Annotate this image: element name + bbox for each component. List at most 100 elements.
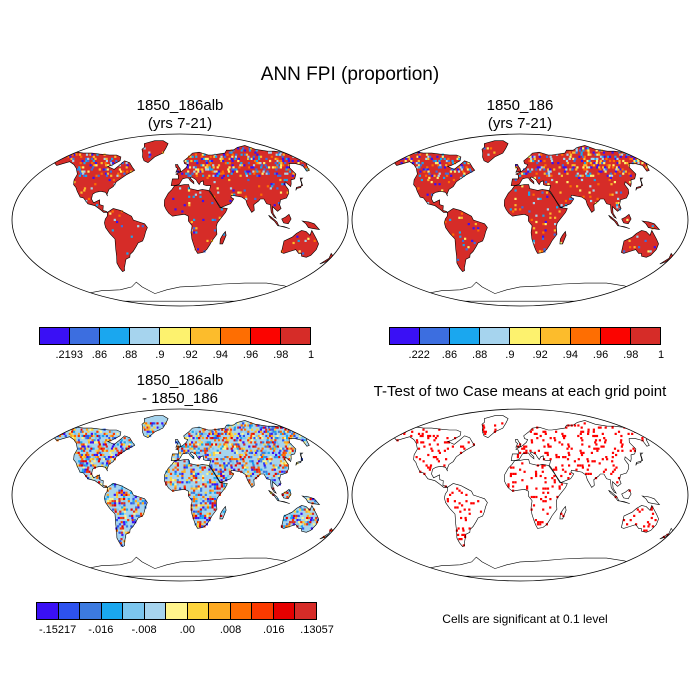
map2-land-antarctica <box>409 282 632 302</box>
colorbar-3-swatch <box>230 603 253 619</box>
map1-coastline-madagascar <box>219 230 227 245</box>
significance-note: Cells are significant at 0.1 level <box>442 612 608 626</box>
map4-land-madagascar <box>559 506 567 519</box>
panel-3-title: 1850_186alb - 1850_186 <box>40 372 320 408</box>
map1-coastline-newGuinea <box>301 220 321 231</box>
map4-coastline-britain <box>515 439 522 448</box>
map4-land-southAmerica <box>444 483 488 547</box>
map3-coastline-southAmerica <box>104 483 148 547</box>
map4-grid-cells <box>396 422 669 547</box>
colorbar-3-tick-label: .00 <box>179 624 195 636</box>
map3-coastline-newGuinea <box>301 495 321 506</box>
map4-map-border <box>351 408 689 582</box>
colorbar-1-swatch <box>160 328 191 344</box>
colorbar-3-swatch <box>166 603 188 619</box>
map2-coastline-greenland <box>481 140 509 164</box>
map3-map-border <box>11 408 349 582</box>
map3-coastline-greenland <box>141 415 169 439</box>
map1-coastline-europeAsia <box>170 145 314 219</box>
colorbar-2-swatch <box>600 328 631 344</box>
colorbar-3-tick-label: -.15217 <box>38 624 77 636</box>
map4-coastline-australia <box>621 504 659 533</box>
panel-2-name: 1850_186 <box>486 97 554 114</box>
map2-coastline-europeAsia <box>510 145 654 219</box>
map1-coastline-greenland <box>141 140 169 164</box>
map1-land-africa <box>164 184 228 254</box>
colorbar-2-tick-label: .96 <box>592 349 609 361</box>
map1-land-australia <box>281 230 319 258</box>
colorbar-2-swatch <box>450 328 481 344</box>
map1-map-border <box>11 133 349 307</box>
map1-coastline-indonesia <box>268 214 290 229</box>
colorbar-1-tick-label: .2193 <box>55 349 83 361</box>
map4-coastline-madagascar <box>559 505 567 520</box>
map1-grid-cells <box>55 147 316 255</box>
colorbar-3-swatch <box>209 603 231 619</box>
colorbar-1-tick-label: .98 <box>273 349 289 361</box>
map2-coastline-madagascar <box>559 230 567 245</box>
colorbar-2-swatch <box>630 328 660 344</box>
colorbar-2-swatch <box>390 328 421 344</box>
colorbar-2-tick-label: .92 <box>532 349 548 361</box>
colorbar-3-swatch <box>187 603 210 619</box>
map-panel-1850-186alb <box>11 133 349 307</box>
colorbar-1-tick-label: .86 <box>91 349 108 361</box>
map1-coastline-japan <box>295 177 304 191</box>
colorbar-3-swatch <box>80 603 102 619</box>
panel-1-period: (yrs 7-21) <box>147 115 213 132</box>
map3-coastline-newZealand <box>319 527 336 540</box>
map2-coastline-northAmerica <box>393 151 476 213</box>
map2-land-madagascar <box>559 231 567 244</box>
colorbar-1-swatch <box>40 328 71 344</box>
colorbar-1-tick-label: .88 <box>122 349 138 361</box>
map3-coastline-australia <box>281 504 319 533</box>
map3-coastline-britain <box>175 439 182 448</box>
map2-coastline-japan <box>635 177 644 191</box>
colorbar-2-tick-label: 1 <box>657 349 665 361</box>
colorbar-2-swatch <box>570 328 601 344</box>
map4-coastline-newZealand <box>659 527 676 540</box>
map3-land-antarctica <box>69 557 292 577</box>
colorbar-1-tick-label: 1 <box>307 349 315 361</box>
colorbar-3-swatch <box>252 603 274 619</box>
map3-coastline-northAmerica <box>53 426 136 488</box>
panel-1-title: 1850_186alb (yrs 7-21) <box>40 97 320 133</box>
map4-coastline-borneo <box>621 488 632 500</box>
colorbar-1-swatch <box>70 328 101 344</box>
colorbar-1-swatch <box>250 328 281 344</box>
map2-coastline-newGuinea <box>641 220 661 231</box>
map2-coastline-southAmerica <box>444 208 488 272</box>
panel-4-name: T-Test of two Case means at each grid po… <box>373 383 667 400</box>
map2-coastline-africa <box>503 184 568 254</box>
panel-3-diff: - 1850_186 <box>142 390 218 407</box>
map2-coastline-newZealand <box>659 252 676 265</box>
map4-coastline-europeAsia <box>510 420 654 494</box>
colorbar-1-swatch <box>100 328 131 344</box>
colorbar-3: -.15217 -.016 -.008 .00 .008 .016 .13057 <box>36 602 334 642</box>
map4-land-newZealand <box>659 528 675 539</box>
map1-coastline-africa <box>163 184 228 254</box>
colorbar-1-swatch <box>190 328 221 344</box>
colorbar-2-tick-label: .88 <box>472 349 488 361</box>
map4-land-europeAsia <box>511 420 654 494</box>
map3-coastline-japan <box>295 452 304 466</box>
colorbar-3-swatch <box>295 603 316 619</box>
colorbar-3-swatches <box>36 602 317 620</box>
map2-map-border <box>351 133 689 307</box>
panel-4-title: T-Test of two Case means at each grid po… <box>340 383 700 401</box>
map2-coastline-borneo <box>621 213 632 225</box>
colorbar-1-tick-label: .94 <box>212 349 228 361</box>
map1-land-antarctica <box>69 282 292 302</box>
map2-coastline-australia <box>621 229 659 258</box>
map-panel-ttest <box>351 408 689 582</box>
colorbar-1-swatches <box>39 327 311 345</box>
map1-coastline-southAmerica <box>104 208 148 272</box>
colorbar-3-tick-label: -.008 <box>131 624 157 636</box>
panel-2-period: (yrs 7-21) <box>487 115 553 132</box>
colorbar-2-tick-label: .98 <box>623 349 639 361</box>
map1-coastline-borneo <box>281 213 292 225</box>
map4-coastline-indonesia <box>608 489 630 504</box>
map1-coastline-northAmerica <box>53 151 136 213</box>
map2-land-southAmerica <box>444 208 488 272</box>
map1-land-northAmerica <box>54 152 135 213</box>
